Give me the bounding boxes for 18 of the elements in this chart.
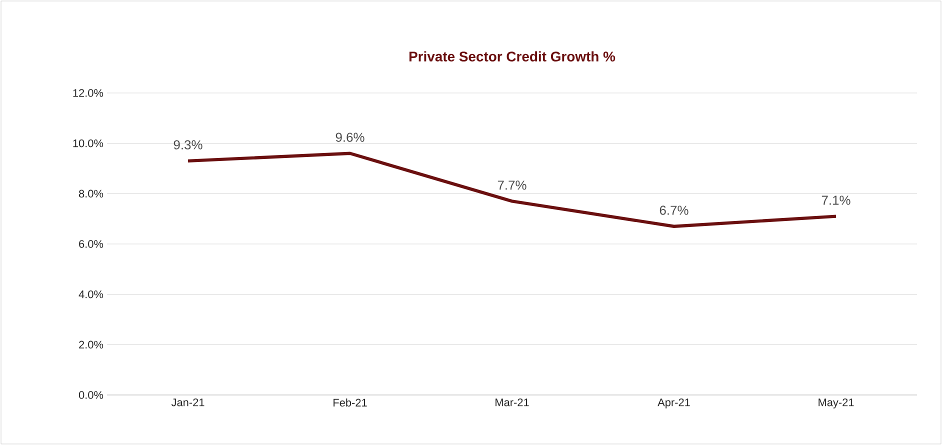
data-label: 7.1%	[822, 196, 850, 205]
x-tick-label: May-21	[818, 398, 854, 408]
data-label: 6.7%	[660, 206, 688, 215]
x-tick-label: Jan-21	[171, 398, 204, 406]
x-tick-label: Feb-21	[334, 398, 367, 407]
data-label: 9.3%	[174, 140, 202, 150]
y-tick-label: 8.0%	[78, 190, 104, 198]
data-label: 9.6%	[336, 132, 364, 142]
y-tick-label: 0.0%	[78, 391, 104, 399]
y-tick-label: 12.0%	[73, 89, 104, 97]
x-tick-label: Apr-21	[658, 398, 690, 408]
y-tick-label: 4.0%	[78, 290, 104, 298]
x-tick-label: Mar-21	[496, 398, 529, 406]
chart-title: Private Sector Credit Growth %	[409, 51, 616, 62]
y-tick-label: 10.0%	[73, 139, 104, 148]
y-tick-label: 6.0%	[79, 240, 104, 248]
y-tick-label: 2.0%	[79, 340, 104, 349]
data-label: 7.7%	[498, 180, 526, 190]
